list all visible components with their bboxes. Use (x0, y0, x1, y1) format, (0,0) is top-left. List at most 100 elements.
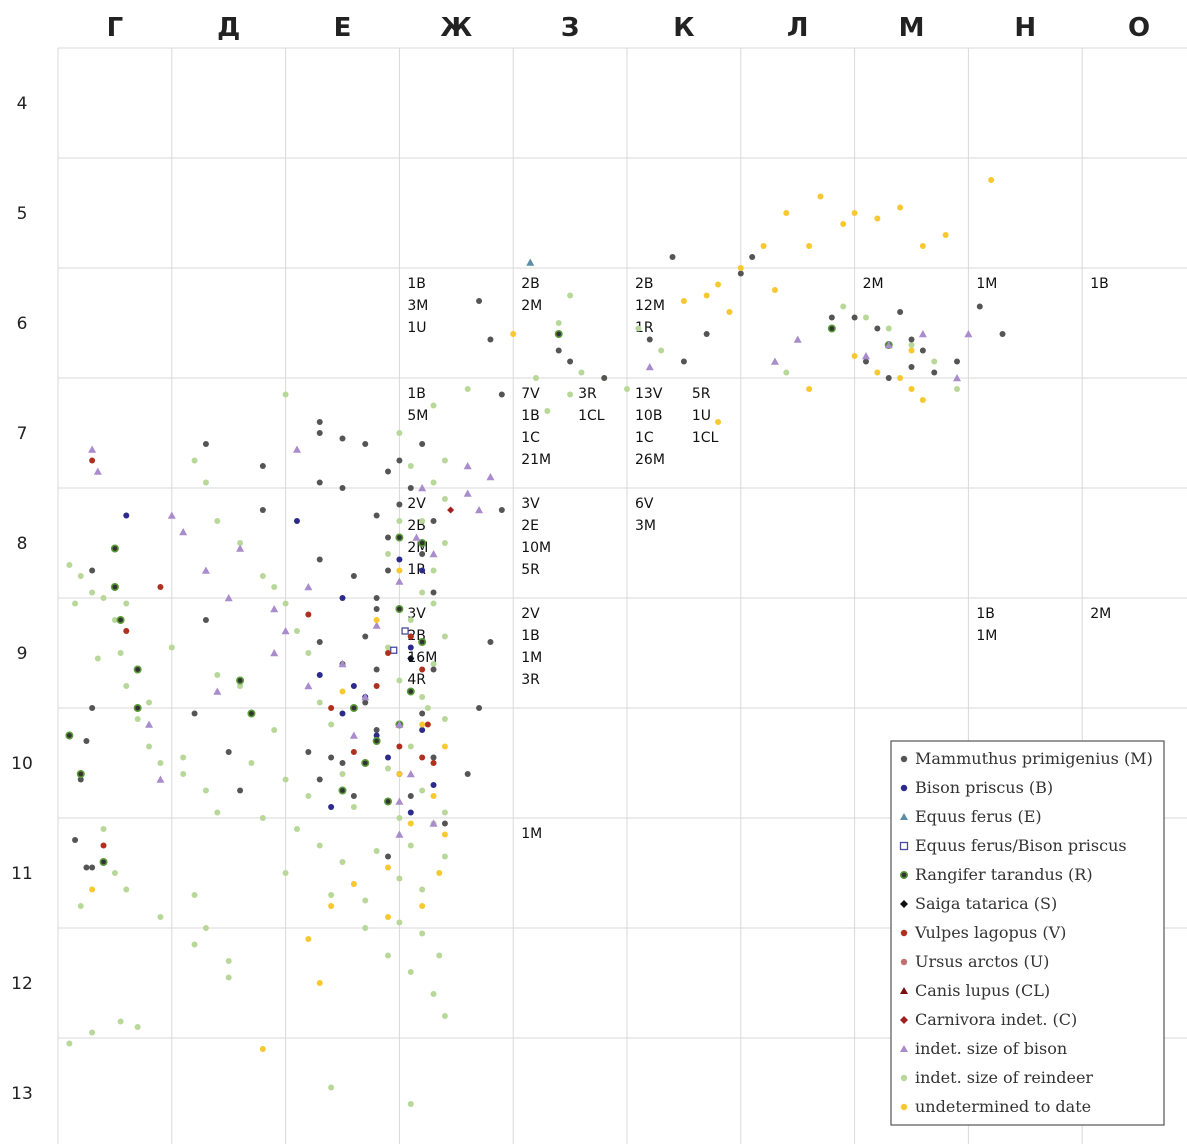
data-point (658, 347, 665, 354)
data-point (418, 637, 427, 646)
data-point (292, 445, 301, 453)
cell-annotation-line: 2V (521, 606, 540, 622)
data-point (72, 837, 79, 843)
data-point (771, 287, 778, 293)
data-point (271, 727, 278, 733)
data-point (624, 386, 630, 392)
data-point (282, 870, 289, 876)
data-point (476, 705, 483, 711)
data-point (407, 633, 414, 640)
data-point (510, 331, 517, 337)
data-point (908, 336, 915, 343)
data-point (350, 683, 357, 689)
cell-annotation: 7V 1B 1C 21M (521, 386, 551, 468)
legend-marker (900, 784, 908, 792)
cell-annotation: 2M (1090, 606, 1111, 622)
data-point (248, 760, 255, 766)
data-point (191, 892, 198, 898)
data-point (406, 687, 415, 696)
data-point (430, 479, 437, 486)
data-point (372, 621, 381, 629)
data-point (908, 364, 915, 370)
data-point (339, 859, 346, 865)
x-tick-label: К (673, 13, 694, 43)
cell-annotation-line: 1B (407, 386, 426, 402)
data-point (407, 820, 414, 827)
data-point (396, 556, 403, 563)
cell-annotation: 3V 2E 10M 5R (521, 496, 551, 578)
legend-box (890, 740, 1165, 1126)
data-point (885, 375, 892, 381)
data-point (225, 749, 232, 755)
cell-annotation-line: 2M (863, 276, 884, 292)
data-point (645, 363, 654, 371)
data-point (191, 710, 198, 717)
data-point (418, 538, 427, 547)
cell-annotation: 1M (521, 826, 542, 842)
data-point (281, 627, 290, 635)
data-point (293, 518, 300, 524)
data-point (486, 473, 495, 481)
data-point (385, 952, 392, 959)
y-tick-label: 5 (17, 204, 28, 224)
data-point (282, 391, 289, 398)
data-point (236, 544, 245, 552)
data-point (395, 577, 404, 585)
data-point (441, 1013, 448, 1019)
cell-annotation-line: 10M (521, 540, 551, 556)
data-point (202, 441, 209, 447)
data-point (646, 336, 653, 343)
data-point (202, 925, 209, 931)
data-point (532, 375, 539, 381)
data-point (111, 870, 118, 876)
legend-label: indet. size of reindeer (915, 1068, 1093, 1087)
legend-marker (899, 841, 909, 851)
data-point (783, 369, 790, 376)
legend-label: indet. size of bison (915, 1039, 1067, 1058)
cell-annotation-line: 3V (521, 496, 540, 512)
data-point (328, 705, 335, 711)
data-point (89, 589, 96, 596)
data-point (407, 842, 414, 849)
x-tick-label: М (899, 13, 925, 43)
data-point (385, 551, 392, 557)
cell-annotation: 2B 12M 1R (635, 276, 665, 336)
data-point (350, 793, 357, 799)
cell-annotation-line: 3M (407, 298, 428, 314)
data-point (419, 886, 426, 893)
cell-annotation-line: 2B (521, 276, 540, 292)
legend-marker (900, 1016, 908, 1024)
cell-annotation-line: 1U (692, 408, 711, 424)
data-point (66, 562, 73, 568)
legend-marker (900, 1103, 908, 1111)
series-points (65, 324, 893, 866)
data-point (304, 583, 313, 591)
data-point (76, 769, 85, 778)
legend-label: Ursus arctos (U) (915, 952, 1049, 971)
data-point (316, 430, 323, 436)
data-point (213, 687, 222, 695)
data-point (214, 518, 221, 524)
data-point (475, 506, 484, 514)
data-point (874, 369, 881, 376)
data-point (396, 677, 403, 684)
data-point (339, 760, 346, 766)
cell-annotation-line: 1B (521, 408, 540, 424)
data-point (942, 232, 949, 238)
data-point (396, 430, 403, 436)
data-point (827, 324, 836, 333)
data-point (373, 606, 380, 612)
data-point (919, 397, 926, 403)
data-point (931, 369, 938, 376)
data-point (430, 589, 437, 596)
data-point (407, 743, 414, 750)
legend-entry: Rangifer tarandus (R) (899, 865, 1093, 884)
cell-annotation-line: 1M (976, 628, 997, 644)
data-point (361, 758, 370, 767)
legend-label: Vulpes lagopus (V) (914, 923, 1066, 942)
data-point (396, 771, 403, 777)
legend-entry: Bison priscus (B) (900, 778, 1053, 797)
x-tick-label: Л (787, 13, 809, 43)
data-point (862, 314, 869, 321)
